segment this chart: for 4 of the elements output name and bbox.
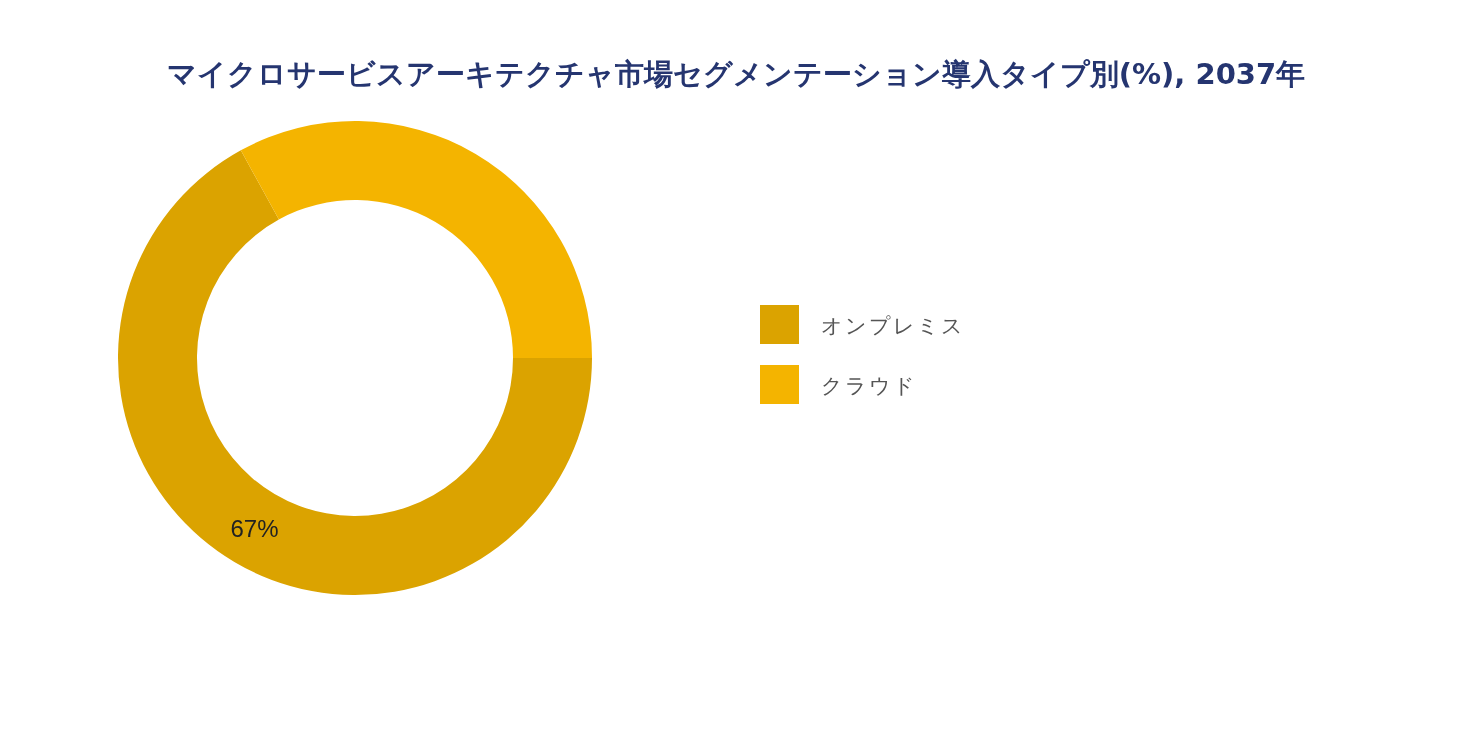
legend-label: クラウド: [821, 374, 917, 398]
data-label: 67%: [230, 515, 279, 542]
legend-label: オンプレミス: [821, 314, 965, 338]
chart-title: マイクロサービスアーキテクチャ市場セグメンテーション導入タイプ別(%), 2037年: [166, 57, 1306, 91]
